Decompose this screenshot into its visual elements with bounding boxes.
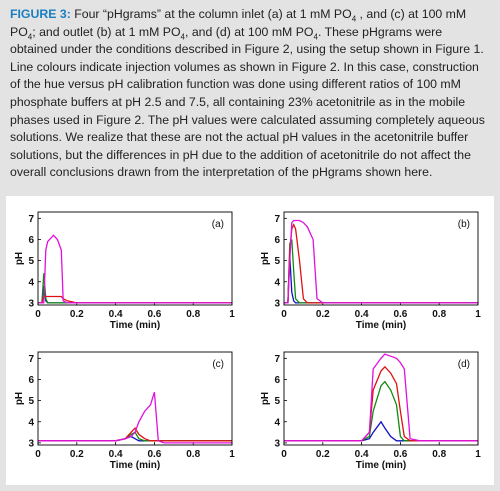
subscript: 4 [27,32,33,42]
data-line [284,219,478,304]
y-tick-label: 4 [274,417,280,428]
x-tick-label: 0.8 [432,449,446,460]
subscript: 4 [180,32,185,42]
y-tick-label: 4 [28,417,34,428]
caption: FIGURE 3: Four “pHgrams” at the column i… [10,6,492,182]
x-tick-label: 1 [229,309,235,320]
x-axis-label: Time (min) [356,320,406,331]
caption-text: Four “pHgrams” at the column inlet (a) a… [70,7,352,21]
x-tick-label: 0.4 [109,449,123,460]
x-tick-label: 0.6 [393,309,407,320]
plot-lines [38,234,232,304]
y-tick-label: 5 [28,256,34,267]
y-tick-label: 3 [28,298,34,309]
annotation: (c) [212,359,224,370]
x-tick-label: 0 [281,449,287,460]
y-tick-label: 5 [28,396,34,407]
axes-frame [37,351,233,446]
caption-text: , and (c) at 100 mM PO [10,7,467,39]
x-tick-label: 0.4 [355,449,369,460]
x-axis-label: Time (min) [356,460,406,471]
y-tick-label: 7 [28,214,34,225]
y-tick-label: 6 [28,375,34,386]
axes-frame [283,211,479,306]
plot-lines [284,353,478,442]
data-line [284,256,478,304]
data-line [38,431,232,442]
axes-frame [37,211,233,306]
x-tick-label: 0.6 [147,309,161,320]
caption-text: ; and outlet (b) at 1 mM PO [32,24,181,39]
x-tick-label: 0.2 [70,309,84,320]
x-tick-label: 0 [35,449,41,460]
caption-text: . These pHgrams were obtained under the … [10,24,485,180]
y-tick-label: 7 [28,354,34,365]
x-tick-label: 0 [35,309,41,320]
annotation: (b) [458,219,470,230]
y-tick-label: 5 [274,256,280,267]
plot-lines [38,392,232,444]
y-axis-label: pH [260,392,271,405]
charts: 0 0.2 0.4 0.6 0.8 1 3 4 5 6 7 (a) Time (min) pH 0 0.2 0.… [14,211,481,471]
caption-label: FIGURE 3: [10,7,71,21]
x-tick-label: 1 [475,309,481,320]
data-line [284,365,478,442]
x-tick-label: 0.8 [432,309,446,320]
annotation: (a) [212,219,224,230]
x-tick-label: 0 [281,309,287,320]
plot-lines [284,219,478,304]
data-line [38,234,232,304]
y-axis-label: pH [14,252,25,265]
data-line [284,420,478,442]
y-tick-label: 6 [274,235,280,246]
x-tick-label: 0.6 [393,449,407,460]
data-line [284,223,478,304]
data-line [284,380,478,442]
x-axis-label: Time (min) [110,460,160,471]
caption-text: , and (d) at 100 mM PO [185,24,314,39]
x-tick-label: 0.2 [316,309,330,320]
x-tick-label: 1 [229,449,235,460]
y-axis-label: pH [14,392,25,405]
x-tick-label: 0.8 [186,309,200,320]
y-tick-label: 4 [28,277,34,288]
x-tick-label: 0.4 [109,309,123,320]
figure: 0 0.2 0.4 0.6 0.8 1 3 4 5 6 7 (a) Time (min) pH 0 0.2 0.… [6,196,494,485]
y-axis-label: pH [260,252,271,265]
y-tick-label: 6 [274,375,280,386]
subscript: 4 [351,14,357,24]
data-line [38,295,232,304]
y-tick-label: 7 [274,214,280,225]
data-line [38,273,232,304]
y-tick-label: 7 [274,354,280,365]
x-tick-label: 1 [475,449,481,460]
x-axis-label: Time (min) [110,320,160,331]
axes-frame [283,351,479,446]
y-tick-label: 3 [274,438,280,449]
y-tick-label: 3 [274,298,280,309]
annotation: (d) [458,359,470,370]
y-tick-label: 5 [274,396,280,407]
x-tick-label: 0.2 [70,449,84,460]
y-tick-label: 4 [274,277,280,288]
x-tick-label: 0.6 [147,449,161,460]
x-tick-label: 0.2 [316,449,330,460]
x-tick-label: 0.4 [355,309,369,320]
subscript: 4 [313,32,318,42]
data-line [38,392,232,444]
y-tick-label: 3 [28,438,34,449]
data-line [284,353,478,442]
x-tick-label: 0.8 [186,449,200,460]
y-tick-label: 6 [28,235,34,246]
